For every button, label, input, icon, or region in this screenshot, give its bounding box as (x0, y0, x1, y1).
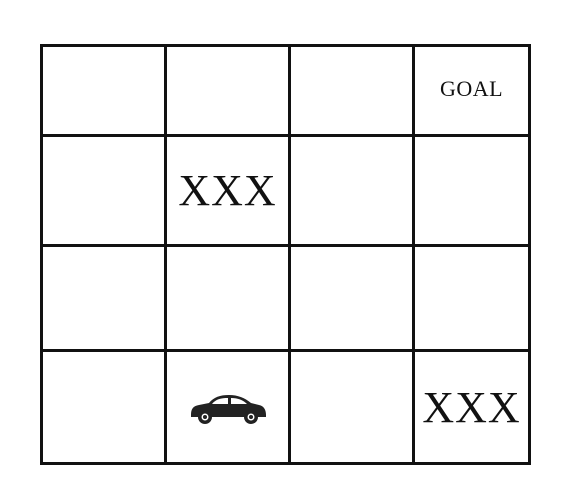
cell-r2-c1 (43, 137, 167, 247)
cell-r4-c4: XXX (415, 352, 528, 462)
cell-r3-c1 (43, 247, 167, 352)
obstacle-label: XXX (178, 166, 277, 215)
grid-world: GOAL XXX XXX (40, 44, 531, 465)
cell-r4-c3 (291, 352, 415, 462)
cell-r4-c2 (167, 352, 291, 462)
cell-r2-c3 (291, 137, 415, 247)
obstacle-label: XXX (422, 382, 521, 432)
cell-r2-c4 (415, 137, 528, 247)
cell-r3-c3 (291, 247, 415, 352)
cell-r3-c2 (167, 247, 291, 352)
cell-r1-c3 (291, 47, 415, 137)
cell-r4-c1 (43, 352, 167, 462)
cell-r1-c2 (167, 47, 291, 137)
cell-r2-c2: XXX (167, 137, 291, 247)
cell-r3-c4 (415, 247, 528, 352)
car-icon (190, 395, 266, 424)
cell-r1-c1 (43, 47, 167, 137)
cell-r1-c4: GOAL (415, 47, 528, 137)
goal-label: GOAL (439, 75, 504, 101)
